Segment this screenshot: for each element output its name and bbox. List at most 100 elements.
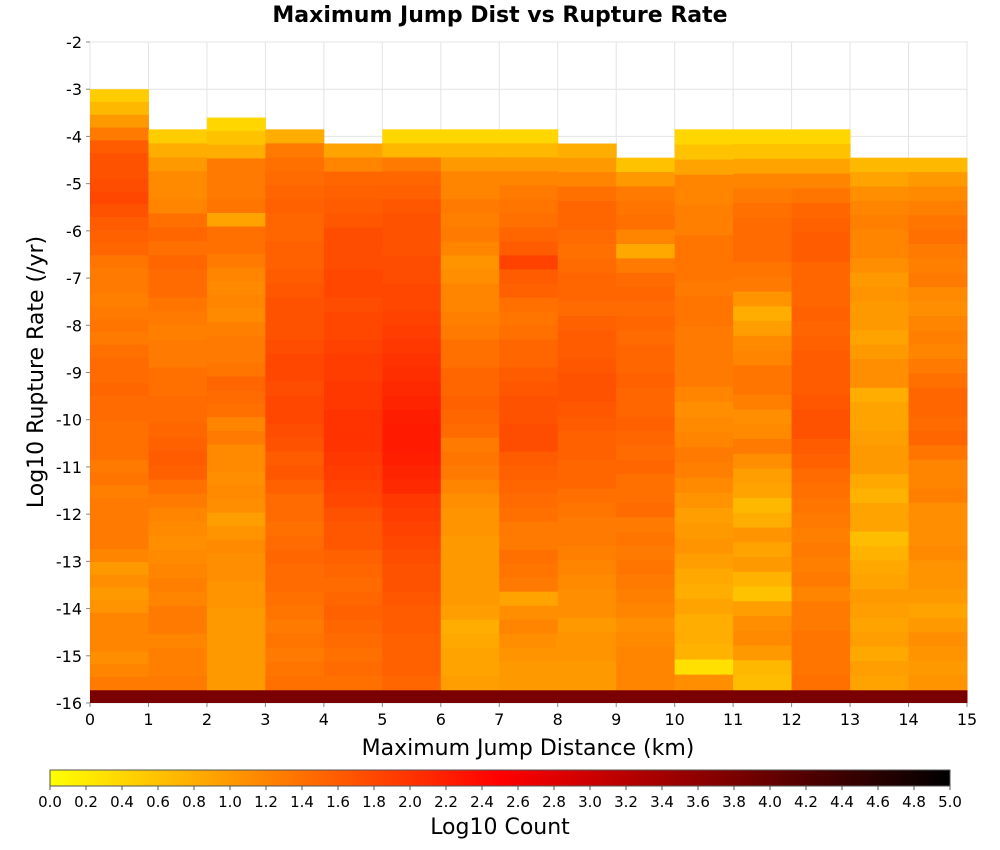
- heatmap-cell: [674, 250, 734, 267]
- heatmap-cell: [382, 129, 442, 144]
- heatmap-cell: [265, 535, 325, 551]
- heatmap-cell: [616, 186, 676, 202]
- heatmap-cell: [499, 381, 559, 397]
- heatmap-cell: [908, 689, 968, 703]
- heatmap-cell: [499, 143, 559, 158]
- heatmap-cell: [323, 297, 383, 313]
- heatmap-cell: [148, 157, 208, 172]
- y-tick-label: -13: [56, 552, 82, 571]
- heatmap-cell: [791, 409, 851, 425]
- heatmap-cell: [616, 172, 676, 187]
- heatmap-cell: [382, 437, 442, 453]
- heatmap-cell: [382, 535, 442, 551]
- heatmap-cell: [674, 523, 734, 539]
- heatmap-cell: [206, 390, 266, 405]
- heatmap-cell: [791, 291, 851, 307]
- colorbar-tick-label: 0.6: [146, 793, 170, 811]
- heatmap-cell: [206, 376, 266, 391]
- heatmap-cell: [206, 131, 266, 146]
- heatmap-cell: [557, 143, 617, 159]
- heatmap-cell: [90, 459, 149, 474]
- heatmap-cell: [616, 301, 676, 317]
- heatmap-cell: [206, 471, 266, 486]
- x-tick-label: 11: [723, 710, 743, 729]
- heatmap-cell: [850, 502, 910, 518]
- heatmap-cell: [791, 630, 851, 647]
- heatmap-cell: [674, 689, 734, 703]
- x-axis-label: Maximum Jump Distance (km): [362, 736, 695, 761]
- heatmap-cell: [148, 367, 208, 383]
- heatmap-cell: [791, 217, 851, 234]
- heatmap-cell: [499, 661, 559, 677]
- heatmap-cell: [90, 677, 149, 691]
- heatmap-cell: [557, 330, 617, 346]
- y-tick-label: -4: [66, 127, 82, 146]
- heatmap-cell: [499, 199, 559, 214]
- heatmap-cell: [850, 315, 910, 331]
- heatmap-cell: [499, 563, 559, 579]
- heatmap-cell: [90, 344, 149, 359]
- heatmap-cell: [148, 465, 208, 481]
- heatmap-cell: [850, 646, 910, 662]
- heatmap-cell: [557, 157, 617, 173]
- heatmap-cell: [557, 675, 617, 691]
- heatmap-cell: [616, 157, 676, 173]
- heatmap-cell: [323, 689, 383, 703]
- heatmap-cell: [440, 591, 500, 607]
- heatmap-cell: [90, 421, 149, 435]
- heatmap-cell: [791, 557, 851, 573]
- heatmap-cell: [850, 517, 910, 533]
- heatmap-cell: [148, 549, 208, 565]
- heatmap-cell: [674, 265, 734, 282]
- y-tick-label: -14: [56, 600, 82, 619]
- heatmap-cell: [265, 465, 325, 481]
- heatmap-cell: [499, 507, 559, 523]
- heatmap-cell: [206, 403, 266, 418]
- heatmap-cell: [265, 423, 325, 439]
- heatmap-cell: [440, 395, 500, 411]
- colorbar-tick-label: 1.6: [326, 793, 350, 811]
- heatmap-cell: [382, 619, 442, 635]
- heatmap-cell: [265, 605, 325, 621]
- heatmap-cell: [382, 255, 442, 270]
- heatmap-cell: [206, 458, 266, 473]
- heatmap-cells: [90, 89, 968, 703]
- heatmap-cell: [499, 465, 559, 481]
- heatmap-cell: [265, 409, 325, 425]
- heatmap-cell: [908, 172, 968, 187]
- heatmap-cell: [616, 474, 676, 489]
- heatmap-cell: [90, 293, 149, 307]
- heatmap-cell: [733, 542, 793, 558]
- heatmap-cell: [908, 661, 968, 676]
- heatmap-cell: [90, 306, 149, 320]
- heatmap-cell: [90, 165, 149, 180]
- heatmap-cell: [382, 171, 442, 186]
- heatmap-cell: [323, 521, 383, 537]
- colorbar-ticks: 0.0 0.2 0.4 0.6 0.8 1.0 1.2 1.4 1.6 1.8 2.0 2.2 2.4 2…: [38, 786, 962, 811]
- heatmap-cell: [323, 381, 383, 397]
- heatmap-cell: [557, 201, 617, 216]
- heatmap-cell: [557, 387, 617, 403]
- heatmap-cell: [90, 229, 149, 244]
- heatmap-cell: [323, 647, 383, 663]
- heatmap-cell: [148, 591, 208, 607]
- heatmap-cell: [908, 258, 968, 274]
- heatmap-cell: [206, 308, 266, 323]
- heatmap-cell: [908, 632, 968, 648]
- heatmap-cell: [908, 272, 968, 288]
- heatmap-cell: [733, 453, 793, 470]
- heatmap-cell: [791, 394, 851, 411]
- heatmap-cell: [908, 315, 968, 331]
- heatmap-cell: [323, 185, 383, 201]
- heatmap-cell: [90, 664, 149, 678]
- heatmap-cell: [908, 229, 968, 245]
- heatmap-cell: [148, 227, 208, 242]
- heatmap-cell: [90, 587, 149, 601]
- heatmap-cell: [323, 143, 383, 159]
- heatmap-cell: [265, 241, 325, 256]
- heatmap-cell: [616, 632, 676, 648]
- heatmap-cell: [323, 269, 383, 285]
- heatmap-cell: [90, 536, 149, 550]
- heatmap-cell: [323, 465, 383, 481]
- heatmap-cell: [791, 498, 851, 514]
